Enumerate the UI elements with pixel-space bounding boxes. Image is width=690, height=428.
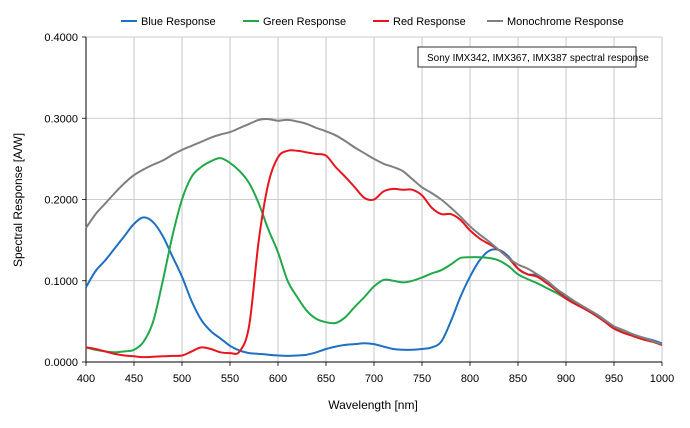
- y-tick-label: 0.2000: [44, 195, 78, 207]
- annotation-frame: [417, 46, 637, 68]
- y-tick-label: 0.4000: [44, 32, 78, 44]
- x-tick-label: 750: [413, 373, 431, 385]
- legend-label-green-response: Green Response: [263, 16, 346, 28]
- x-tick-label: 950: [605, 373, 623, 385]
- series-lines: [85, 118, 663, 359]
- x-tick-label: 500: [173, 373, 191, 385]
- x-tick-label: 850: [509, 373, 527, 385]
- x-tick-label: 1000: [650, 373, 674, 385]
- y-tick-label: 0.3000: [44, 113, 78, 125]
- legend: Blue Response Green Response Red Response M…: [121, 16, 624, 28]
- x-tick-label: 600: [269, 373, 287, 385]
- y-tick-label: 0.1000: [44, 276, 78, 288]
- legend-label-blue-response: Blue Response: [141, 16, 216, 28]
- x-tick-label: 650: [317, 373, 335, 385]
- x-axis-title: Wavelength [nm]: [328, 398, 418, 412]
- legend-label-red-response: Red Response: [393, 16, 466, 28]
- legend-label-monochrome-response: Monochrome Response: [507, 16, 624, 28]
- tick-labels: 400 450 500 550 600 650 700 750 800 850 900 950 1000…: [44, 32, 674, 385]
- x-tick-label: 800: [461, 373, 479, 385]
- y-axis-title: Spectral Response [A/W]: [11, 133, 25, 267]
- series-line-monochrome-response: [85, 118, 663, 346]
- series-line-red-response: [85, 149, 663, 359]
- x-tick-label: 900: [557, 373, 575, 385]
- x-tick-label: 450: [125, 373, 143, 385]
- annotation-box: Sony IMX342, IMX367, IMX387 spectral res…: [417, 46, 649, 68]
- y-tick-label: 0.0000: [44, 357, 78, 369]
- axes: [82, 36, 663, 366]
- annotation-text: Sony IMX342, IMX367, IMX387 spectral res…: [427, 53, 649, 64]
- x-tick-label: 400: [77, 373, 95, 385]
- series-line-blue-response: [85, 216, 663, 357]
- x-tick-label: 700: [365, 373, 383, 385]
- x-tick-label: 550: [221, 373, 239, 385]
